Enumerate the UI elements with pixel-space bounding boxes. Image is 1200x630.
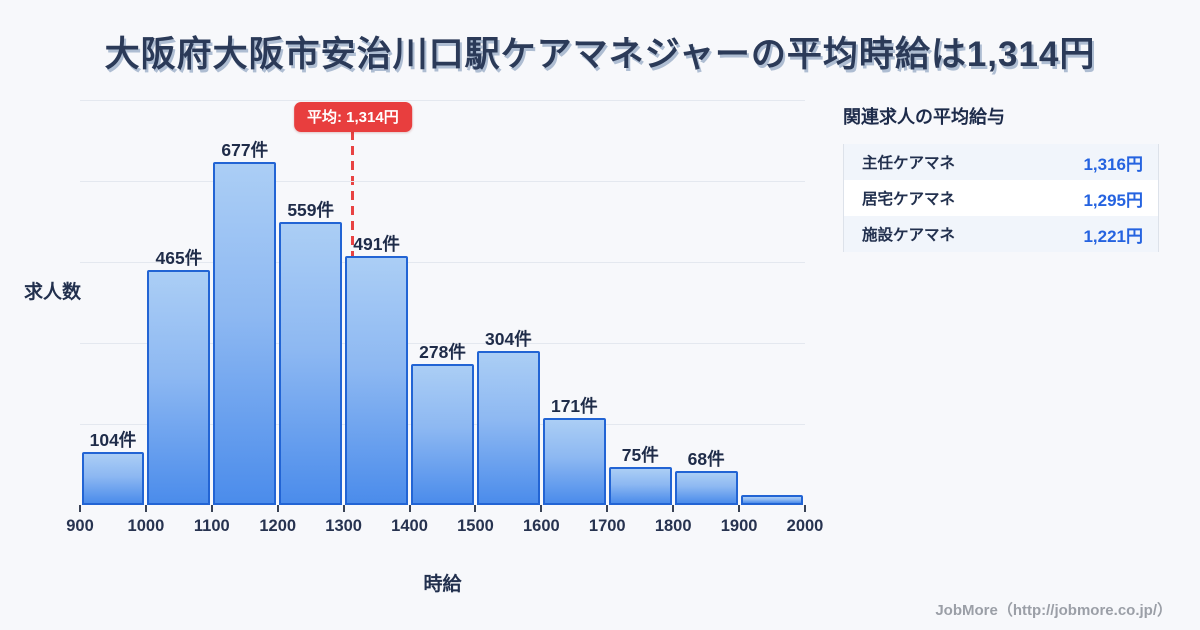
x-tick-label: 1800: [654, 517, 692, 535]
x-tick-mark: [672, 505, 675, 512]
x-axis-title: 時給: [423, 574, 462, 595]
x-tick-label: 1100: [193, 517, 230, 535]
wage-histogram: 平均: 1,314円 求人数 時給 104件 465件 677件 559件 491件 27…: [24, 100, 824, 595]
average-badge: 平均: 1,314円: [294, 102, 412, 132]
job-type-label: 居宅ケアマネ: [862, 191, 956, 208]
histogram-bar: [213, 162, 277, 505]
bar-value-label: 465件: [155, 248, 203, 268]
histogram-bar: [147, 270, 211, 505]
bar-value-label: 491件: [353, 234, 400, 254]
gridline: [80, 343, 805, 344]
gridline: [80, 181, 805, 182]
bar-value-label: 559件: [287, 200, 335, 220]
x-tick-label: 1900: [720, 517, 758, 535]
x-tick-label: 1000: [127, 517, 165, 535]
x-tick-label: 1300: [325, 517, 362, 535]
histogram-bar: [542, 418, 606, 505]
x-tick-mark: [276, 505, 279, 512]
related-jobs-table: 主任ケアマネ 1,316円 居宅ケアマネ 1,295円 施設ケアマネ 1,221…: [843, 144, 1159, 252]
x-tick-label: 1600: [523, 517, 560, 535]
gridline: [80, 262, 805, 263]
table-row: 主任ケアマネ 1,316円: [844, 144, 1158, 180]
x-tick-mark: [540, 505, 543, 512]
gridline: [80, 100, 805, 101]
x-tick-label: 1700: [588, 517, 626, 535]
bar-value-label: 278件: [419, 342, 466, 362]
histogram-bar: [411, 364, 474, 505]
x-tick-label: 1200: [259, 517, 297, 535]
x-tick-label: 900: [66, 517, 94, 535]
x-tick-mark: [738, 505, 741, 512]
y-axis-title: 求人数: [24, 282, 82, 303]
job-wage-value: 1,221円: [1083, 226, 1143, 246]
histogram-bar: [279, 222, 343, 505]
x-tick-label: 1500: [457, 517, 494, 535]
job-type-label: 施設ケアマネ: [862, 227, 956, 244]
histogram-bar: [476, 351, 540, 505]
histogram-bar: [608, 467, 672, 505]
bar-value-label: 171件: [550, 396, 598, 416]
histogram-bar: [345, 256, 409, 505]
x-tick-mark: [79, 505, 81, 512]
bar-value-label: 104件: [89, 430, 137, 450]
page-title: 大阪府大阪市安治川口駅ケアマネジャーの平均時給は1,314円: [104, 35, 1096, 74]
histogram-bar: [674, 471, 738, 505]
x-tick-mark: [342, 505, 345, 512]
histogram-bar: [81, 452, 145, 505]
x-tick-mark: [804, 505, 806, 512]
bar-value-label: 677件: [221, 140, 269, 160]
x-tick-label: 2000: [786, 517, 824, 535]
job-type-label: 主任ケアマネ: [862, 155, 956, 172]
source-credit: JobMore（http://jobmore.co.jp/）: [935, 602, 1172, 619]
x-tick-mark: [606, 505, 609, 512]
job-wage-value: 1,295円: [1083, 190, 1143, 210]
related-jobs-heading: 関連求人の平均給与: [843, 107, 1005, 127]
x-tick-label: 1400: [391, 517, 428, 535]
x-tick-mark: [408, 505, 411, 512]
histogram-bar: [740, 495, 804, 505]
bar-value-label: 304件: [485, 329, 532, 349]
job-wage-value: 1,316円: [1083, 154, 1143, 174]
bar-value-label: 75件: [621, 445, 659, 465]
table-row: 居宅ケアマネ 1,295円: [844, 180, 1158, 216]
bar-value-label: 68件: [687, 449, 725, 469]
x-tick-mark: [210, 505, 213, 512]
x-tick-mark: [474, 505, 477, 512]
table-row: 施設ケアマネ 1,221円: [844, 216, 1158, 252]
x-tick-mark: [144, 505, 147, 512]
